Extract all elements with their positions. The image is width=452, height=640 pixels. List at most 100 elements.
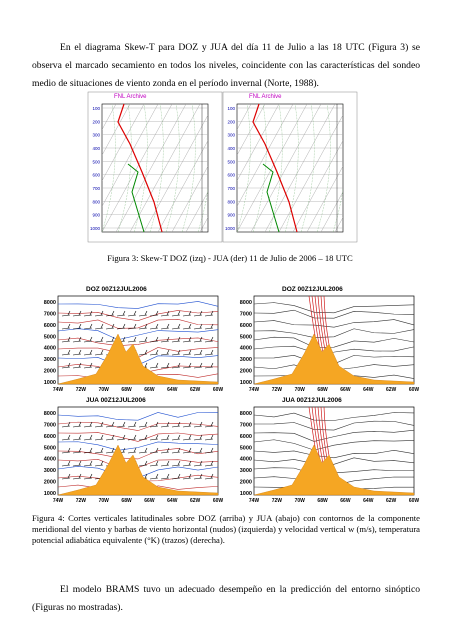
figure-caption: Figura 3: Skew-T DOZ (izq) - JUA (der) 1… bbox=[107, 253, 353, 263]
wind-barb bbox=[83, 447, 93, 454]
isotherm bbox=[143, 114, 208, 232]
wind-barb bbox=[138, 349, 148, 356]
longitude-label: 66W bbox=[340, 387, 351, 393]
wind-barb bbox=[149, 336, 159, 343]
pressure-label: 100 bbox=[227, 106, 235, 111]
height-label: 5000 bbox=[44, 445, 56, 451]
wind-barb bbox=[204, 460, 214, 467]
height-label: 5000 bbox=[240, 334, 252, 340]
height-label: 4000 bbox=[240, 346, 252, 352]
longitude-label: 70W bbox=[295, 498, 306, 504]
wind-barb bbox=[61, 421, 71, 428]
wind-barb bbox=[160, 323, 170, 330]
pressure-label: 600 bbox=[227, 173, 235, 178]
pressure-label: 700 bbox=[227, 186, 235, 191]
longitude-label: 72W bbox=[272, 387, 283, 393]
isotherm bbox=[349, 104, 419, 232]
contour bbox=[253, 439, 415, 451]
terrain bbox=[57, 333, 219, 385]
wind-barb bbox=[182, 362, 192, 369]
height-label: 7000 bbox=[240, 422, 252, 428]
wind-barb bbox=[105, 434, 115, 441]
isotherm bbox=[306, 165, 343, 232]
contour bbox=[253, 319, 415, 328]
isotherm bbox=[237, 104, 280, 182]
wind-barb bbox=[160, 460, 170, 467]
wind-barb bbox=[72, 421, 82, 428]
wind-barb bbox=[138, 310, 148, 317]
wind-barb bbox=[72, 447, 82, 454]
wind-barb bbox=[127, 310, 137, 317]
contour bbox=[57, 432, 219, 442]
wind-barb bbox=[160, 310, 170, 317]
wind-barb bbox=[61, 473, 71, 480]
contour bbox=[57, 441, 219, 451]
longitude-label: 62W bbox=[386, 387, 397, 393]
wind-barb bbox=[182, 447, 192, 454]
height-label: 6000 bbox=[240, 323, 252, 329]
wind-barb bbox=[193, 434, 203, 441]
wind-barb bbox=[105, 421, 115, 428]
contour bbox=[57, 310, 219, 321]
height-label: 4000 bbox=[44, 457, 56, 463]
pressure-label: 900 bbox=[92, 213, 100, 218]
wind-barb bbox=[127, 336, 137, 343]
wind-barb bbox=[127, 421, 137, 428]
wind-barb bbox=[160, 421, 170, 428]
wind-barb bbox=[160, 362, 170, 369]
isotherm bbox=[102, 104, 159, 207]
wind-barb bbox=[83, 336, 93, 343]
wind-barb bbox=[182, 349, 192, 356]
wind-barb bbox=[204, 473, 214, 480]
contour bbox=[57, 318, 219, 329]
height-label: 3000 bbox=[240, 468, 252, 474]
wind-barb bbox=[204, 421, 214, 428]
adiabat bbox=[237, 104, 251, 232]
height-label: 5000 bbox=[44, 334, 56, 340]
wind-barb bbox=[171, 434, 181, 441]
wind-barb bbox=[138, 421, 148, 428]
longitude-label: 60W bbox=[213, 387, 224, 393]
wind-barb bbox=[204, 349, 214, 356]
wind-barb bbox=[160, 336, 170, 343]
panel-title: JUA 00Z12JUL2006 bbox=[86, 397, 146, 404]
wind-barb bbox=[204, 310, 214, 317]
wind-barb bbox=[83, 323, 93, 330]
isotherm bbox=[102, 104, 173, 232]
wind-barb bbox=[83, 349, 93, 356]
wind-barb bbox=[149, 434, 159, 441]
height-label: 3000 bbox=[240, 357, 252, 363]
wind-barb bbox=[171, 362, 181, 369]
longitude-label: 62W bbox=[386, 498, 397, 504]
terrain bbox=[253, 333, 415, 385]
wind-barb bbox=[105, 310, 115, 317]
wind-barb bbox=[149, 323, 159, 330]
adiabat bbox=[165, 104, 180, 232]
wind-barb bbox=[160, 473, 170, 480]
height-label: 3000 bbox=[44, 357, 56, 363]
isotherm bbox=[237, 104, 266, 156]
wind-barb bbox=[61, 434, 71, 441]
wind-barb bbox=[72, 362, 82, 369]
height-label: 2000 bbox=[240, 480, 252, 486]
wind-barb bbox=[138, 460, 148, 467]
wind-barb bbox=[182, 336, 192, 343]
wind-barb bbox=[171, 336, 181, 343]
pressure-label: 300 bbox=[227, 133, 235, 138]
height-label: 6000 bbox=[44, 434, 56, 440]
isotherm bbox=[278, 114, 343, 232]
dewpoint-profile bbox=[262, 163, 280, 233]
adiabat bbox=[316, 104, 331, 232]
height-label: 1000 bbox=[44, 491, 56, 497]
isotherm bbox=[185, 191, 208, 232]
wind-barb bbox=[193, 460, 203, 467]
longitude-label: 70W bbox=[99, 498, 110, 504]
wind-barb bbox=[171, 421, 181, 428]
wind-barb bbox=[182, 434, 192, 441]
wind-barb bbox=[94, 434, 104, 441]
isotherm bbox=[237, 104, 294, 207]
wind-barb bbox=[171, 460, 181, 467]
wind-barb bbox=[116, 323, 126, 330]
longitude-label: 74W bbox=[53, 498, 64, 504]
